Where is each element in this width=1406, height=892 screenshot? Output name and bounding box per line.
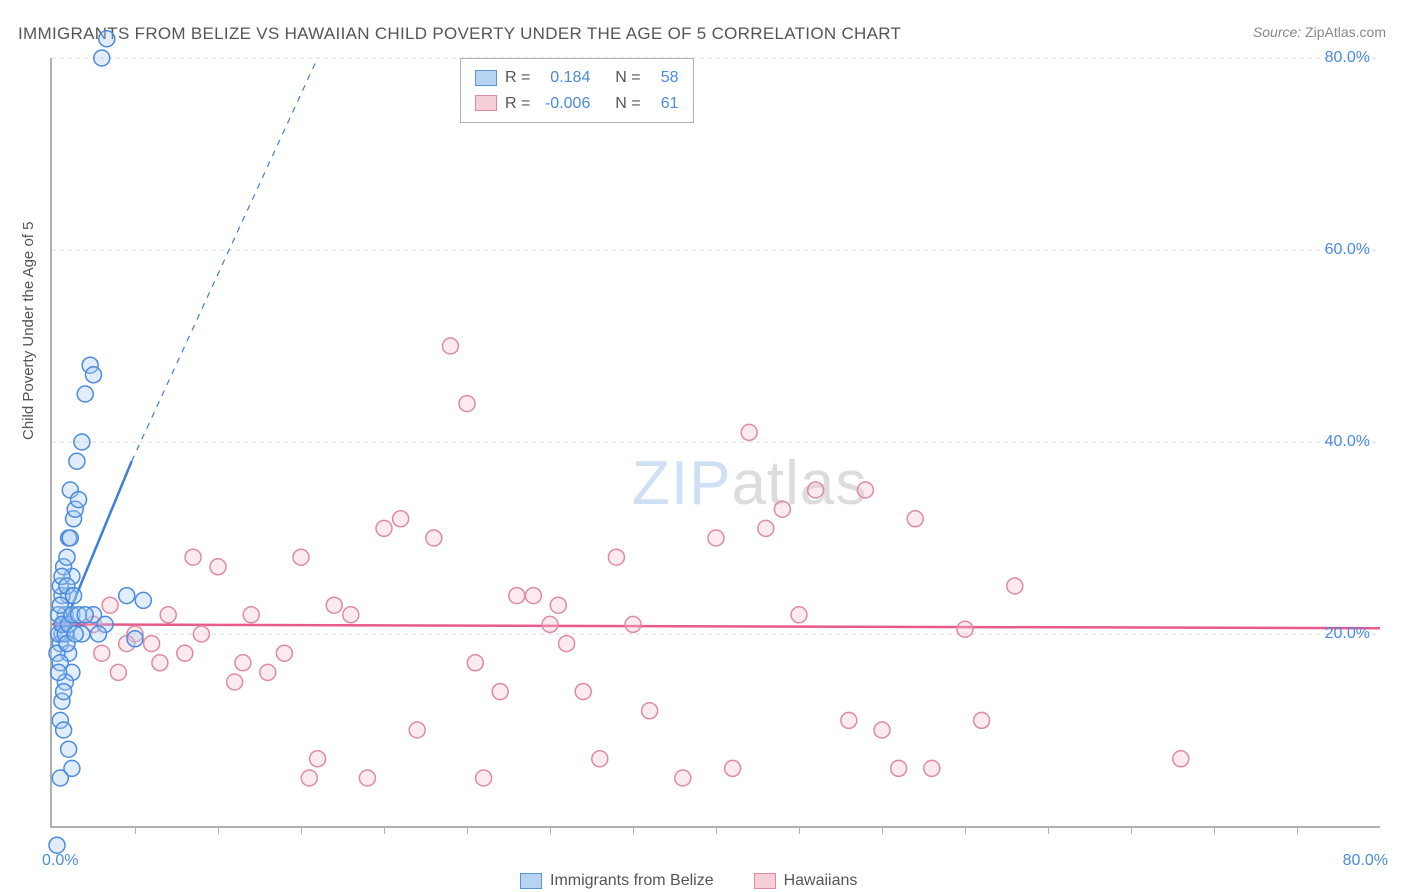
source-attribution: Source: ZipAtlas.com bbox=[1253, 24, 1386, 40]
x-minor-tick bbox=[467, 826, 468, 834]
x-minor-tick bbox=[384, 826, 385, 834]
bottom-legend: Immigrants from Belize Hawaiians bbox=[520, 872, 857, 890]
stat-n-pink: 61 bbox=[649, 91, 679, 117]
stat-legend: R = 0.184 N = 58 R = -0.006 N = 61 bbox=[460, 58, 694, 123]
x-minor-tick bbox=[716, 826, 717, 834]
legend-swatch-pink-icon bbox=[754, 873, 776, 889]
stat-r-blue: 0.184 bbox=[538, 65, 590, 91]
stat-r-label: R = bbox=[505, 65, 530, 91]
y-tick-label: 60.0% bbox=[1325, 241, 1370, 259]
x-minor-tick bbox=[301, 826, 302, 834]
x-minor-tick bbox=[1131, 826, 1132, 834]
stat-row-blue: R = 0.184 N = 58 bbox=[475, 65, 679, 91]
y-tick-label: 40.0% bbox=[1325, 433, 1370, 451]
x-minor-tick bbox=[1214, 826, 1215, 834]
swatch-pink-icon bbox=[475, 95, 497, 111]
y-axis-title: Child Poverty Under the Age of 5 bbox=[20, 222, 37, 440]
legend-swatch-blue-icon bbox=[520, 873, 542, 889]
stat-n-label: N = bbox=[615, 65, 640, 91]
legend-label-blue: Immigrants from Belize bbox=[550, 872, 714, 890]
x-minor-tick bbox=[633, 826, 634, 834]
chart-title: IMMIGRANTS FROM BELIZE VS HAWAIIAN CHILD… bbox=[18, 24, 901, 44]
y-tick-label: 80.0% bbox=[1325, 49, 1370, 67]
x-minor-tick bbox=[218, 826, 219, 834]
x-minor-tick bbox=[135, 826, 136, 834]
x-tick-80: 80.0% bbox=[1343, 852, 1388, 870]
source-value: ZipAtlas.com bbox=[1305, 24, 1386, 40]
stat-r-label2: R = bbox=[505, 91, 530, 117]
stat-n-blue: 58 bbox=[649, 65, 679, 91]
legend-item-pink: Hawaiians bbox=[754, 872, 858, 890]
stat-row-pink: R = -0.006 N = 61 bbox=[475, 91, 679, 117]
x-minor-tick bbox=[550, 826, 551, 834]
legend-item-blue: Immigrants from Belize bbox=[520, 872, 714, 890]
x-minor-tick bbox=[1048, 826, 1049, 834]
chart-canvas bbox=[52, 58, 1380, 826]
stat-r-pink: -0.006 bbox=[538, 91, 590, 117]
x-minor-tick bbox=[799, 826, 800, 834]
y-tick-label: 20.0% bbox=[1325, 625, 1370, 643]
swatch-blue-icon bbox=[475, 70, 497, 86]
legend-label-pink: Hawaiians bbox=[784, 872, 858, 890]
x-minor-tick bbox=[965, 826, 966, 834]
x-tick-0: 0.0% bbox=[42, 852, 78, 870]
x-minor-tick bbox=[1297, 826, 1298, 834]
stat-n-label2: N = bbox=[615, 91, 640, 117]
source-label: Source: bbox=[1253, 24, 1301, 40]
x-minor-tick bbox=[882, 826, 883, 834]
plot-area: ZIPatlas 20.0%40.0%60.0%80.0% bbox=[50, 58, 1380, 828]
